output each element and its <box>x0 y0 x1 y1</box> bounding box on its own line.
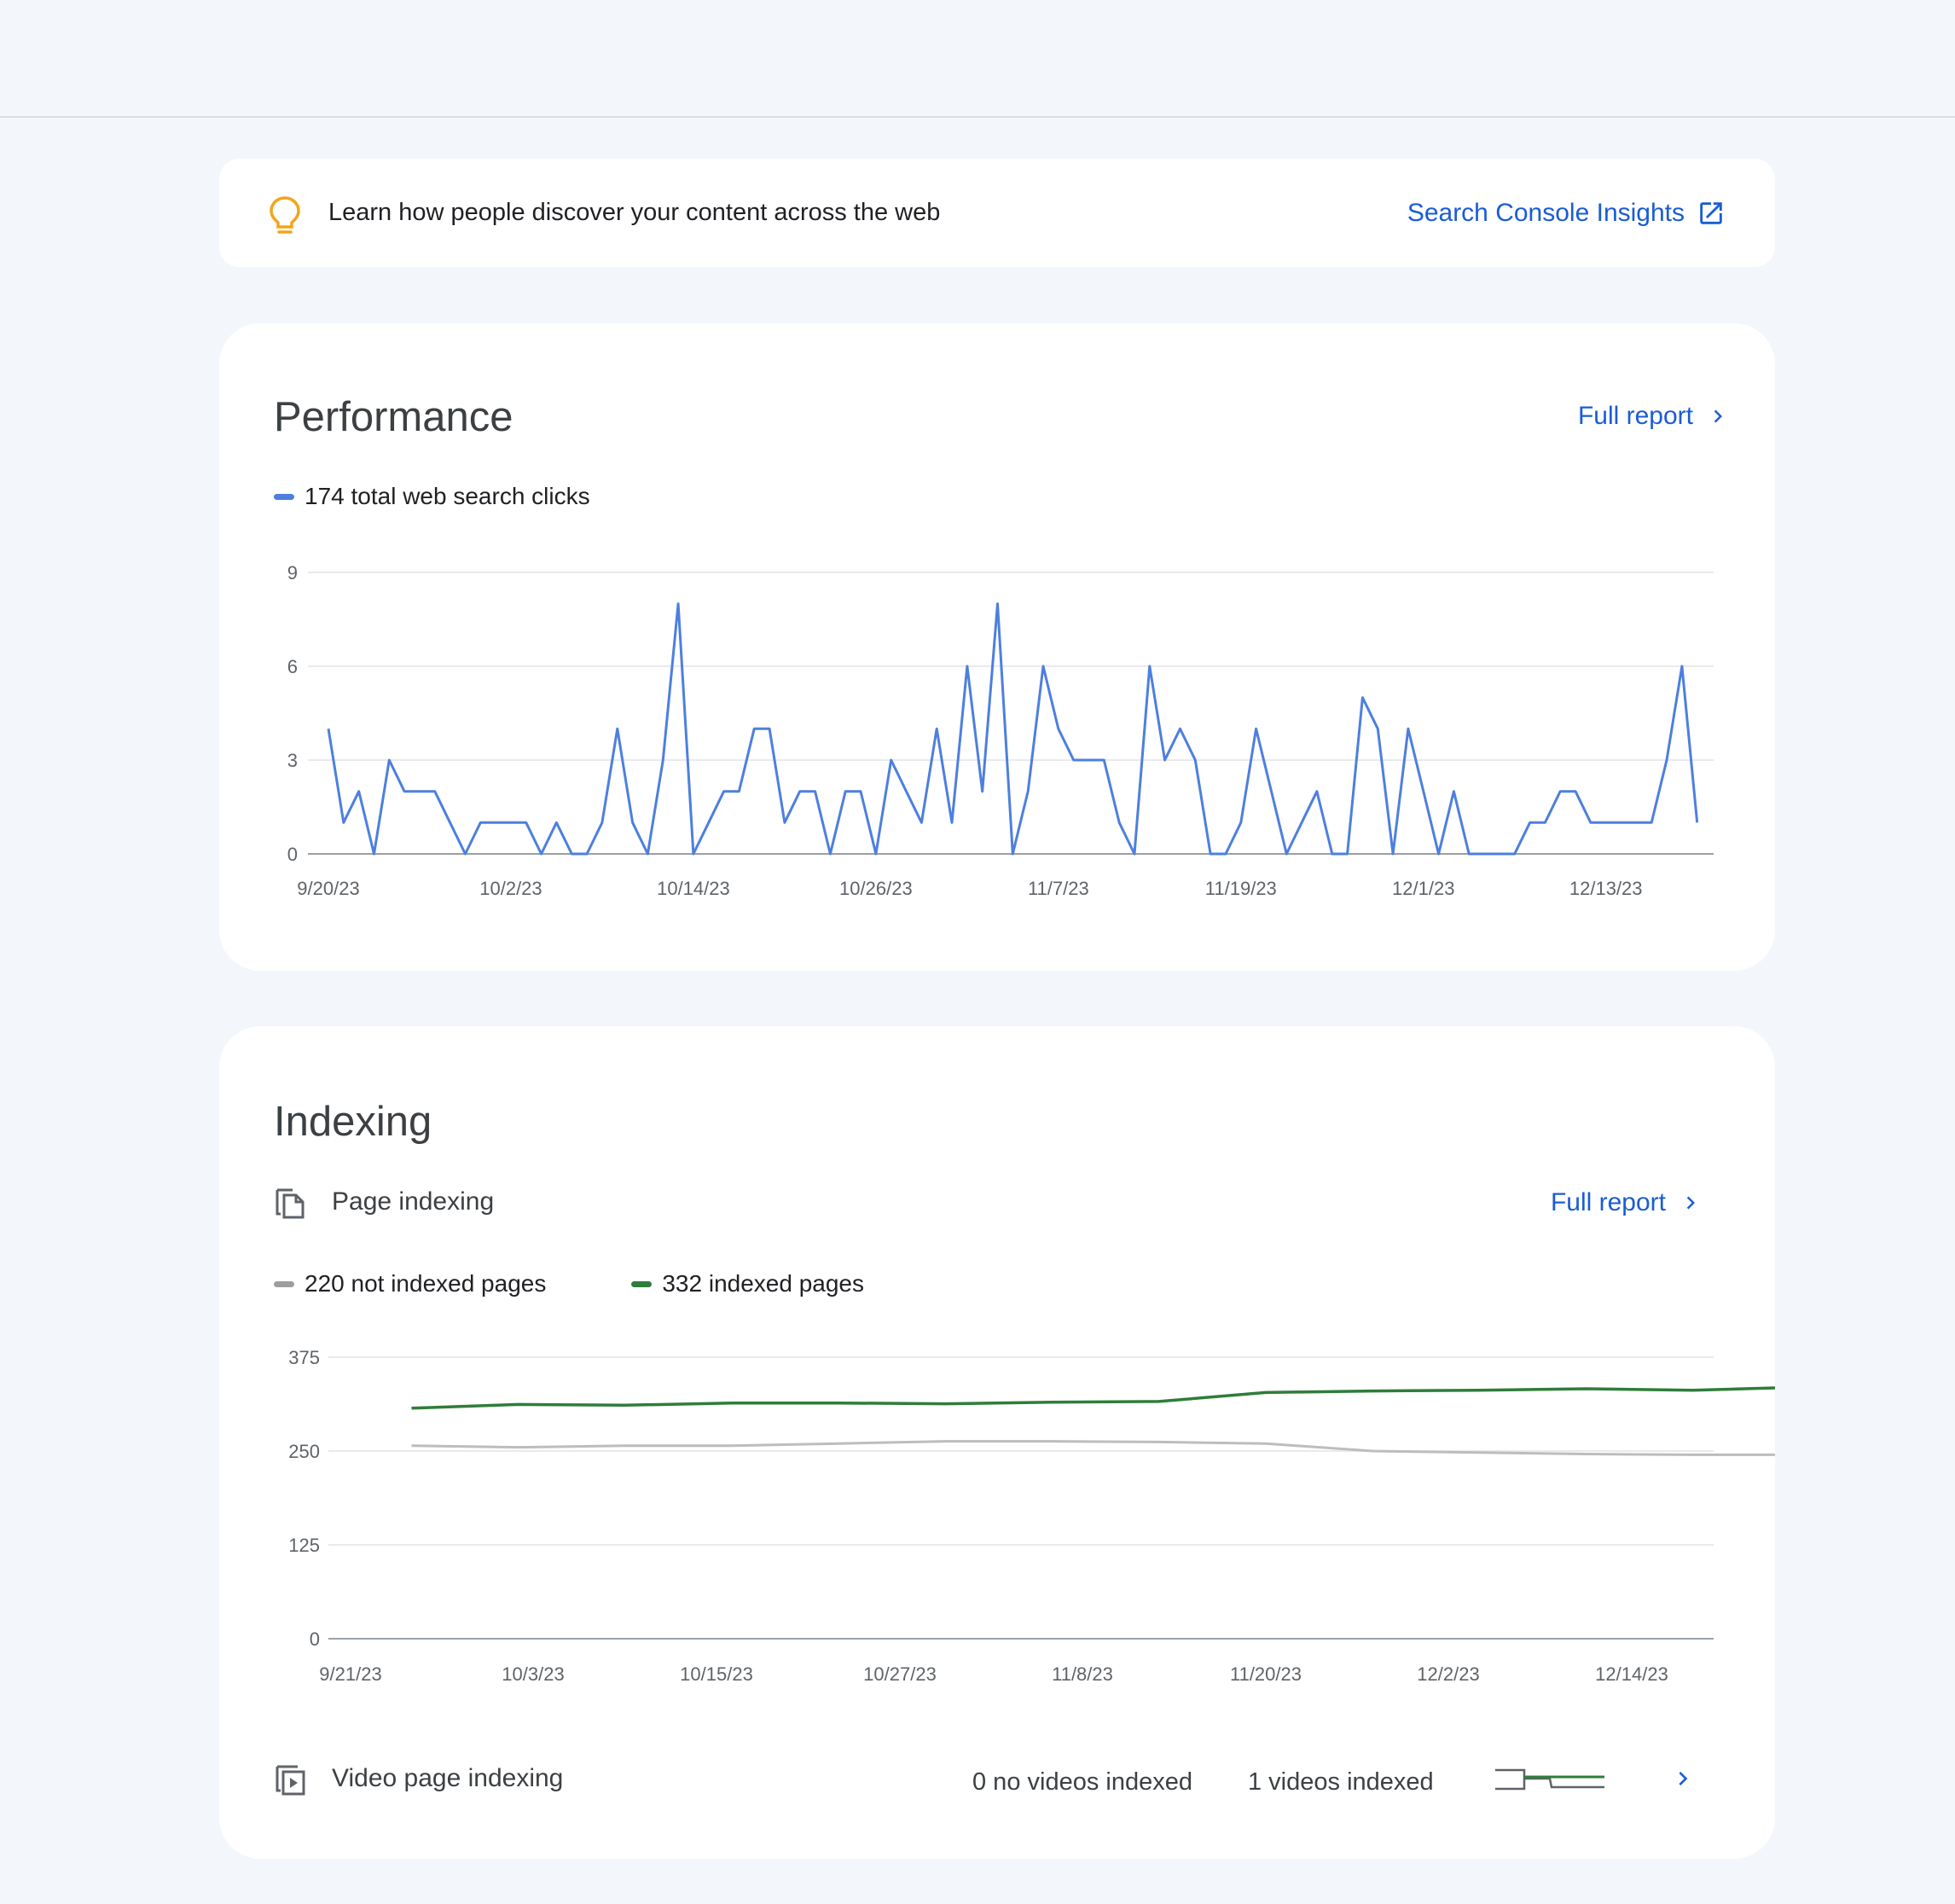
video-page-indexing-label: Video page indexing <box>332 1764 564 1792</box>
indexed-series-line <box>411 1386 1775 1410</box>
legend-label-clicks: 174 total web search clicks <box>305 483 590 509</box>
videos-indexed-stat: 1 videos indexed <box>1248 1768 1434 1796</box>
page-indexing-chart: 0 125 250 375 9/21/23 10/3/23 10/15/23 10/27/2… <box>288 1347 1775 1685</box>
y-tick-label: 250 <box>288 1441 320 1462</box>
search-console-insights-link[interactable]: Search Console Insights <box>1407 159 1726 267</box>
x-tick-label: 10/14/23 <box>657 878 730 899</box>
y-tick-label: 0 <box>310 1628 320 1650</box>
open-in-new-icon <box>1700 201 1722 224</box>
x-tick-label: 12/2/23 <box>1417 1663 1479 1685</box>
full-report-label: Full report <box>1577 402 1693 430</box>
not-indexed-series-line <box>411 1440 1775 1456</box>
x-tick-label: 10/26/23 <box>839 878 913 899</box>
lightbulb-icon <box>270 196 300 234</box>
chevron-right-icon <box>1686 1196 1695 1210</box>
y-tick-label: 6 <box>287 656 298 677</box>
y-tick-label: 0 <box>287 844 298 865</box>
x-tick-label: 11/7/23 <box>1028 878 1089 899</box>
y-tick-label: 3 <box>287 750 298 771</box>
video-page-indexing-row[interactable]: Video page indexing <box>274 1762 563 1796</box>
x-tick-label: 12/1/23 <box>1392 878 1454 899</box>
insights-link-label: Search Console Insights <box>1407 198 1685 227</box>
indexing-full-report-link[interactable]: Full report <box>1551 1188 1703 1217</box>
page-copy-icon <box>276 1188 305 1219</box>
legend-swatch-not-indexed <box>274 1280 294 1287</box>
legend-label-not-indexed: 220 not indexed pages <box>305 1270 547 1297</box>
legend-swatch-indexed <box>631 1280 653 1287</box>
no-videos-indexed-stat: 0 no videos indexed <box>972 1768 1192 1796</box>
performance-chart: 0 3 6 9 9/20/23 10/2/23 10/14/23 10/26/23 11/7/… <box>287 562 1714 899</box>
page-indexing-label: Page indexing <box>332 1187 495 1216</box>
x-tick-label: 10/15/23 <box>680 1663 753 1685</box>
performance-title: Performance <box>274 394 513 440</box>
x-tick-label: 10/27/23 <box>863 1663 937 1685</box>
legend-label-indexed: 332 indexed pages <box>662 1270 865 1297</box>
x-tick-label: 10/2/23 <box>479 878 542 899</box>
insights-banner: Learn how people discover your content a… <box>219 159 1775 267</box>
x-tick-label: 10/3/23 <box>502 1663 564 1685</box>
chevron-right-icon[interactable] <box>1669 1765 1697 1792</box>
chevron-right-icon <box>1714 409 1722 423</box>
page-indexing-heading: Page indexing <box>274 1185 494 1219</box>
indexing-title: Indexing <box>274 1099 432 1145</box>
video-sparkline <box>1495 1768 1604 1791</box>
y-tick-label: 9 <box>287 562 298 583</box>
x-tick-label: 9/21/23 <box>319 1663 381 1685</box>
indexing-legend: 220 not indexed pages 332 indexed pages <box>274 1270 864 1297</box>
performance-full-report-link[interactable]: Full report <box>1578 402 1731 431</box>
video-library-icon <box>276 1765 305 1796</box>
indexing-card: Indexing Page indexing Full report 220 n… <box>219 1026 1775 1859</box>
performance-card: Performance Full report 174 total web se… <box>219 323 1775 971</box>
full-report-label: Full report <box>1550 1188 1666 1216</box>
performance-legend: 174 total web search clicks <box>274 483 590 510</box>
clicks-series-line <box>327 602 1699 856</box>
insights-text: Learn how people discover your content a… <box>328 199 941 226</box>
y-tick-label: 375 <box>288 1347 320 1368</box>
x-tick-label: 12/14/23 <box>1595 1663 1668 1685</box>
y-tick-label: 125 <box>288 1535 320 1556</box>
x-tick-label: 11/19/23 <box>1205 878 1277 899</box>
x-tick-label: 11/8/23 <box>1052 1663 1113 1685</box>
top-bar <box>0 0 1955 118</box>
x-tick-label: 11/20/23 <box>1230 1663 1302 1685</box>
legend-swatch-clicks <box>274 493 294 500</box>
x-tick-label: 9/20/23 <box>297 878 359 899</box>
x-tick-label: 12/13/23 <box>1569 878 1643 899</box>
